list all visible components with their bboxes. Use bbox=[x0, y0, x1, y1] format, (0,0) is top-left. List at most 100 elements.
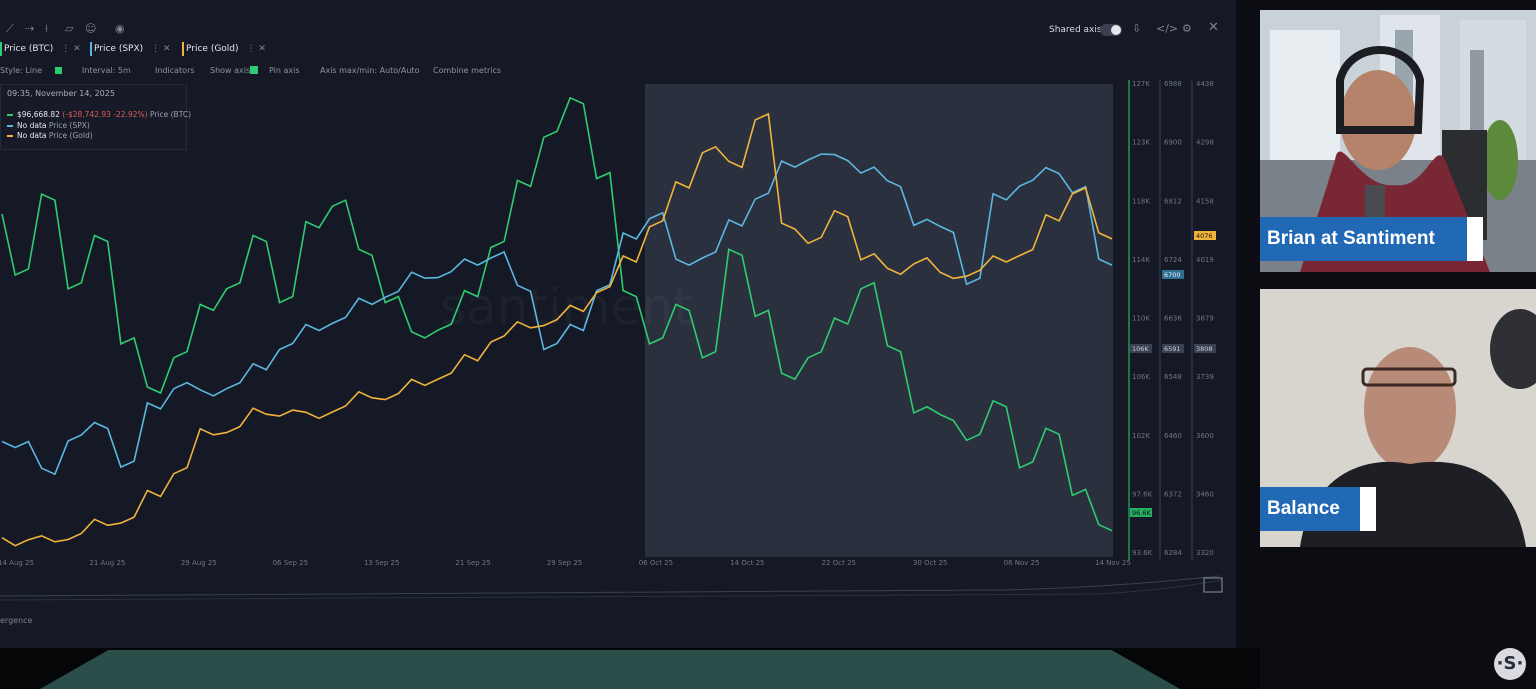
tab-label: Price (SPX) bbox=[94, 44, 144, 54]
btc-cursor-value-label-bg bbox=[1130, 344, 1152, 353]
spx-axis-tick: 6724 bbox=[1164, 256, 1182, 264]
guest-name-lower-third: Balance bbox=[1260, 487, 1376, 531]
x-tick-label: 06 Sep 25 bbox=[273, 559, 308, 567]
gold-label: Price (Gold) bbox=[48, 131, 93, 140]
price-chart[interactable]: 127K 123K 118K 114K 110K 106K 102K 97.6K 93.6K 69… bbox=[0, 0, 1236, 648]
btc-axis-tick: 102K bbox=[1132, 432, 1150, 440]
btc-legend-swatch bbox=[7, 114, 13, 116]
webcam-feed-host: Brian at Santiment bbox=[1260, 10, 1536, 272]
bottom-panel-label: ergence bbox=[0, 616, 33, 625]
gold-cursor-value-label: 3808 bbox=[1196, 345, 1213, 353]
spx-cursor-value-label-bg bbox=[1162, 344, 1184, 353]
x-tick-label: 22 Oct 25 bbox=[822, 559, 856, 567]
btc-color-indicator bbox=[0, 42, 2, 56]
emoji-icon[interactable]: ☺ bbox=[85, 22, 97, 35]
guest-video-image bbox=[1260, 289, 1536, 547]
x-tick-label: 14 Oct 25 bbox=[730, 559, 764, 567]
navigator-handle[interactable] bbox=[1203, 577, 1223, 593]
shared-axis-toggle[interactable] bbox=[1100, 24, 1122, 36]
gold-current-value-label: 4076 bbox=[1196, 232, 1213, 240]
tooltip-row-btc: $96,668.82 (-$28,742.93 -22.92%) Price (… bbox=[7, 110, 191, 119]
spx-axis-tick: 6548 bbox=[1164, 373, 1182, 381]
santiment-logo-icon: ·S· bbox=[1494, 648, 1526, 680]
gold-axis-tick: 4019 bbox=[1196, 256, 1214, 264]
x-tick-label: 29 Sep 25 bbox=[547, 559, 582, 567]
spx-color-indicator bbox=[90, 42, 92, 56]
btc-axis-tick: 127K bbox=[1132, 80, 1150, 88]
spx-axis-tick: 6812 bbox=[1164, 197, 1182, 205]
btc-axis-tick: 106K bbox=[1132, 373, 1150, 381]
spx-current-value-label-bg bbox=[1162, 270, 1184, 279]
gold-current-value-label-bg bbox=[1194, 231, 1216, 240]
tooltip-row-gold: No data Price (Gold) bbox=[7, 131, 93, 140]
tab-label: Price (BTC) bbox=[4, 44, 54, 54]
series-line-price-btc bbox=[1, 96, 1113, 532]
tab-price-spx[interactable]: Price (SPX) ⋮ ✕ bbox=[90, 40, 179, 58]
note-icon[interactable]: ▱ bbox=[65, 22, 74, 35]
combine-metrics-button[interactable]: Combine metrics bbox=[433, 66, 502, 75]
top-toolbar: ⟋ ⇢ ⟊ ▱ ☺ ◉ Shared axis ⇩ </> ⚙ ✕ bbox=[0, 8, 1236, 38]
close-icon[interactable]: ⋮ ✕ bbox=[61, 44, 81, 54]
download-icon[interactable]: ⇩ bbox=[1132, 22, 1142, 35]
tab-price-gold[interactable]: Price (Gold) ⋮ ✕ bbox=[182, 40, 271, 58]
btc-axis-tick: 110K bbox=[1132, 315, 1150, 323]
spx-axis-tick: 6900 bbox=[1164, 139, 1182, 147]
style-select[interactable]: Style: Line bbox=[0, 66, 43, 75]
btc-label: Price (BTC) bbox=[149, 110, 191, 119]
show-axis-checkbox[interactable] bbox=[250, 66, 258, 74]
gold-axis-tick: 4298 bbox=[1196, 139, 1214, 147]
color-swatch[interactable] bbox=[55, 67, 62, 74]
selected-range-highlight bbox=[645, 84, 1113, 557]
interval-select[interactable]: Interval: 5m bbox=[82, 66, 131, 75]
close-icon[interactable]: ⋮ ✕ bbox=[246, 44, 266, 54]
x-tick-label: 30 Oct 25 bbox=[913, 559, 947, 567]
settings-gear-icon[interactable]: ⚙ bbox=[1182, 22, 1192, 35]
spx-label: Price (SPX) bbox=[48, 121, 90, 130]
gold-cursor-value-label-bg bbox=[1194, 344, 1216, 353]
btc-current-value-label: 96.6K bbox=[1132, 509, 1151, 517]
axis-minmax-select[interactable]: Axis max/min: Auto/Auto bbox=[320, 66, 420, 75]
btc-axis-tick: 93.6K bbox=[1132, 549, 1153, 557]
x-tick-label: 21 Sep 25 bbox=[455, 559, 490, 567]
close-icon[interactable]: ⋮ ✕ bbox=[151, 44, 171, 54]
btc-value: $96,668.82 bbox=[17, 110, 60, 119]
btc-current-value-label-bg bbox=[1130, 508, 1152, 517]
x-tick-label: 06 Nov 25 bbox=[1004, 559, 1040, 567]
btc-axis-tick: 114K bbox=[1132, 256, 1150, 264]
spx-value: No data bbox=[17, 121, 47, 130]
tab-price-btc[interactable]: Price (BTC) ⋮ ✕ bbox=[0, 40, 84, 58]
x-tick-label: 14 Nov 25 bbox=[1095, 559, 1131, 567]
gold-axis-tick: 4158 bbox=[1196, 197, 1214, 205]
close-icon[interactable]: ✕ bbox=[1208, 20, 1219, 35]
embed-code-icon[interactable]: </> bbox=[1156, 22, 1179, 35]
horizontal-line-icon[interactable]: ⇢ bbox=[25, 22, 35, 35]
btc-pct: -22.92%) bbox=[113, 110, 148, 119]
spx-axis-tick: 6988 bbox=[1164, 80, 1182, 88]
timeline-navigator[interactable] bbox=[0, 570, 1230, 606]
btc-axis-tick: 97.6K bbox=[1132, 490, 1153, 498]
gold-value: No data bbox=[17, 131, 47, 140]
gold-axis-tick: 3320 bbox=[1196, 549, 1214, 557]
x-tick-label: 06 Oct 25 bbox=[639, 559, 673, 567]
spx-legend-swatch bbox=[7, 125, 13, 127]
series-line-price-gold bbox=[1, 112, 1113, 547]
gold-axis-tick: 3879 bbox=[1196, 315, 1214, 323]
gold-axis-tick: 3600 bbox=[1196, 432, 1214, 440]
eye-icon[interactable]: ◉ bbox=[115, 22, 125, 35]
gold-axis-tick: 4438 bbox=[1196, 80, 1214, 88]
tab-label: Price (Gold) bbox=[186, 44, 239, 54]
host-name-lower-third: Brian at Santiment bbox=[1260, 217, 1483, 261]
spx-axis-tick: 6460 bbox=[1164, 432, 1182, 440]
desk-surface bbox=[40, 650, 1180, 689]
line-tool-icon[interactable]: ⟋ bbox=[6, 22, 14, 35]
gold-axis-tick: 3460 bbox=[1196, 490, 1214, 498]
gold-legend-swatch bbox=[7, 135, 13, 137]
pin-axis-button[interactable]: Pin axis bbox=[269, 66, 300, 75]
spx-axis-tick: 6636 bbox=[1164, 315, 1182, 323]
btc-cursor-value-label: 106K bbox=[1132, 345, 1149, 353]
vertical-line-icon[interactable]: ⟊ bbox=[45, 22, 48, 35]
spx-current-value-label: 6700 bbox=[1164, 271, 1181, 279]
indicators-button[interactable]: Indicators bbox=[155, 66, 195, 75]
btc-change: (-$28,742.93 bbox=[62, 110, 111, 119]
tooltip-info-box: 09:35, November 14, 2025 $96,668.82 (-$2… bbox=[0, 84, 191, 150]
